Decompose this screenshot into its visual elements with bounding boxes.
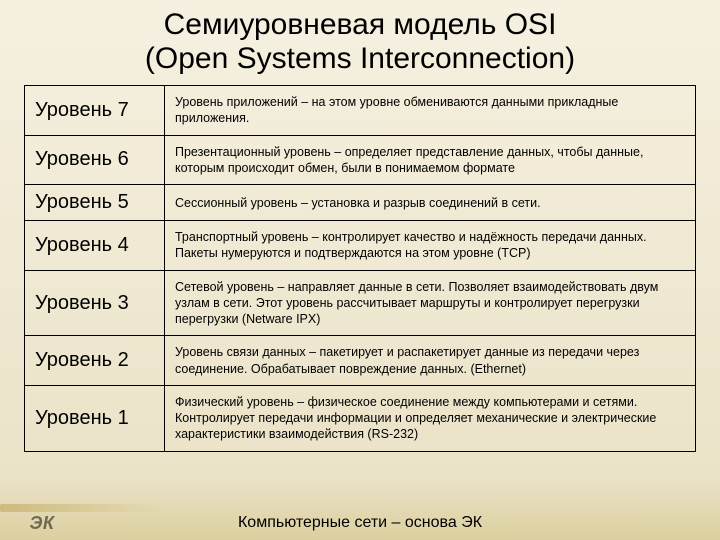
level-desc: Уровень связи данных – пакетирует и расп… <box>165 336 696 386</box>
level-desc: Уровень приложений – на этом уровне обме… <box>165 86 696 136</box>
level-desc: Презентационный уровень – определяет пре… <box>165 135 696 185</box>
table-row: Уровень 1 Физический уровень – физическо… <box>25 385 696 451</box>
level-label: Уровень 3 <box>25 270 165 336</box>
title-line-1: Семиуровневая модель OSI <box>164 8 557 41</box>
level-desc: Сетевой уровень – направляет данные в се… <box>165 270 696 336</box>
table-row: Уровень 3 Сетевой уровень – направляет д… <box>25 270 696 336</box>
footer: ЭК Компьютерные сети – основа ЭК <box>0 510 720 536</box>
table-row: Уровень 4 Транспортный уровень – контрол… <box>25 221 696 271</box>
level-desc: Транспортный уровень – контролирует каче… <box>165 221 696 271</box>
level-desc: Сессионный уровень – установка и разрыв … <box>165 185 696 221</box>
table-row: Уровень 5 Сессионный уровень – установка… <box>25 185 696 221</box>
level-label: Уровень 6 <box>25 135 165 185</box>
slide: Семиуровневая модель OSI (Open Systems I… <box>0 0 720 540</box>
level-desc: Физический уровень – физическое соединен… <box>165 385 696 451</box>
level-label: Уровень 4 <box>25 221 165 271</box>
table-row: Уровень 2 Уровень связи данных – пакетир… <box>25 336 696 386</box>
footer-text: Компьютерные сети – основа ЭК <box>84 514 720 532</box>
table-row: Уровень 6 Презентационный уровень – опре… <box>25 135 696 185</box>
level-label: Уровень 7 <box>25 86 165 136</box>
footer-badge: ЭК <box>0 513 84 534</box>
title-line-2: (Open Systems Interconnection) <box>145 42 575 75</box>
osi-table: Уровень 7 Уровень приложений – на этом у… <box>24 85 696 452</box>
page-title: Семиуровневая модель OSI (Open Systems I… <box>24 8 696 75</box>
level-label: Уровень 1 <box>25 385 165 451</box>
level-label: Уровень 5 <box>25 185 165 221</box>
level-label: Уровень 2 <box>25 336 165 386</box>
table-row: Уровень 7 Уровень приложений – на этом у… <box>25 86 696 136</box>
